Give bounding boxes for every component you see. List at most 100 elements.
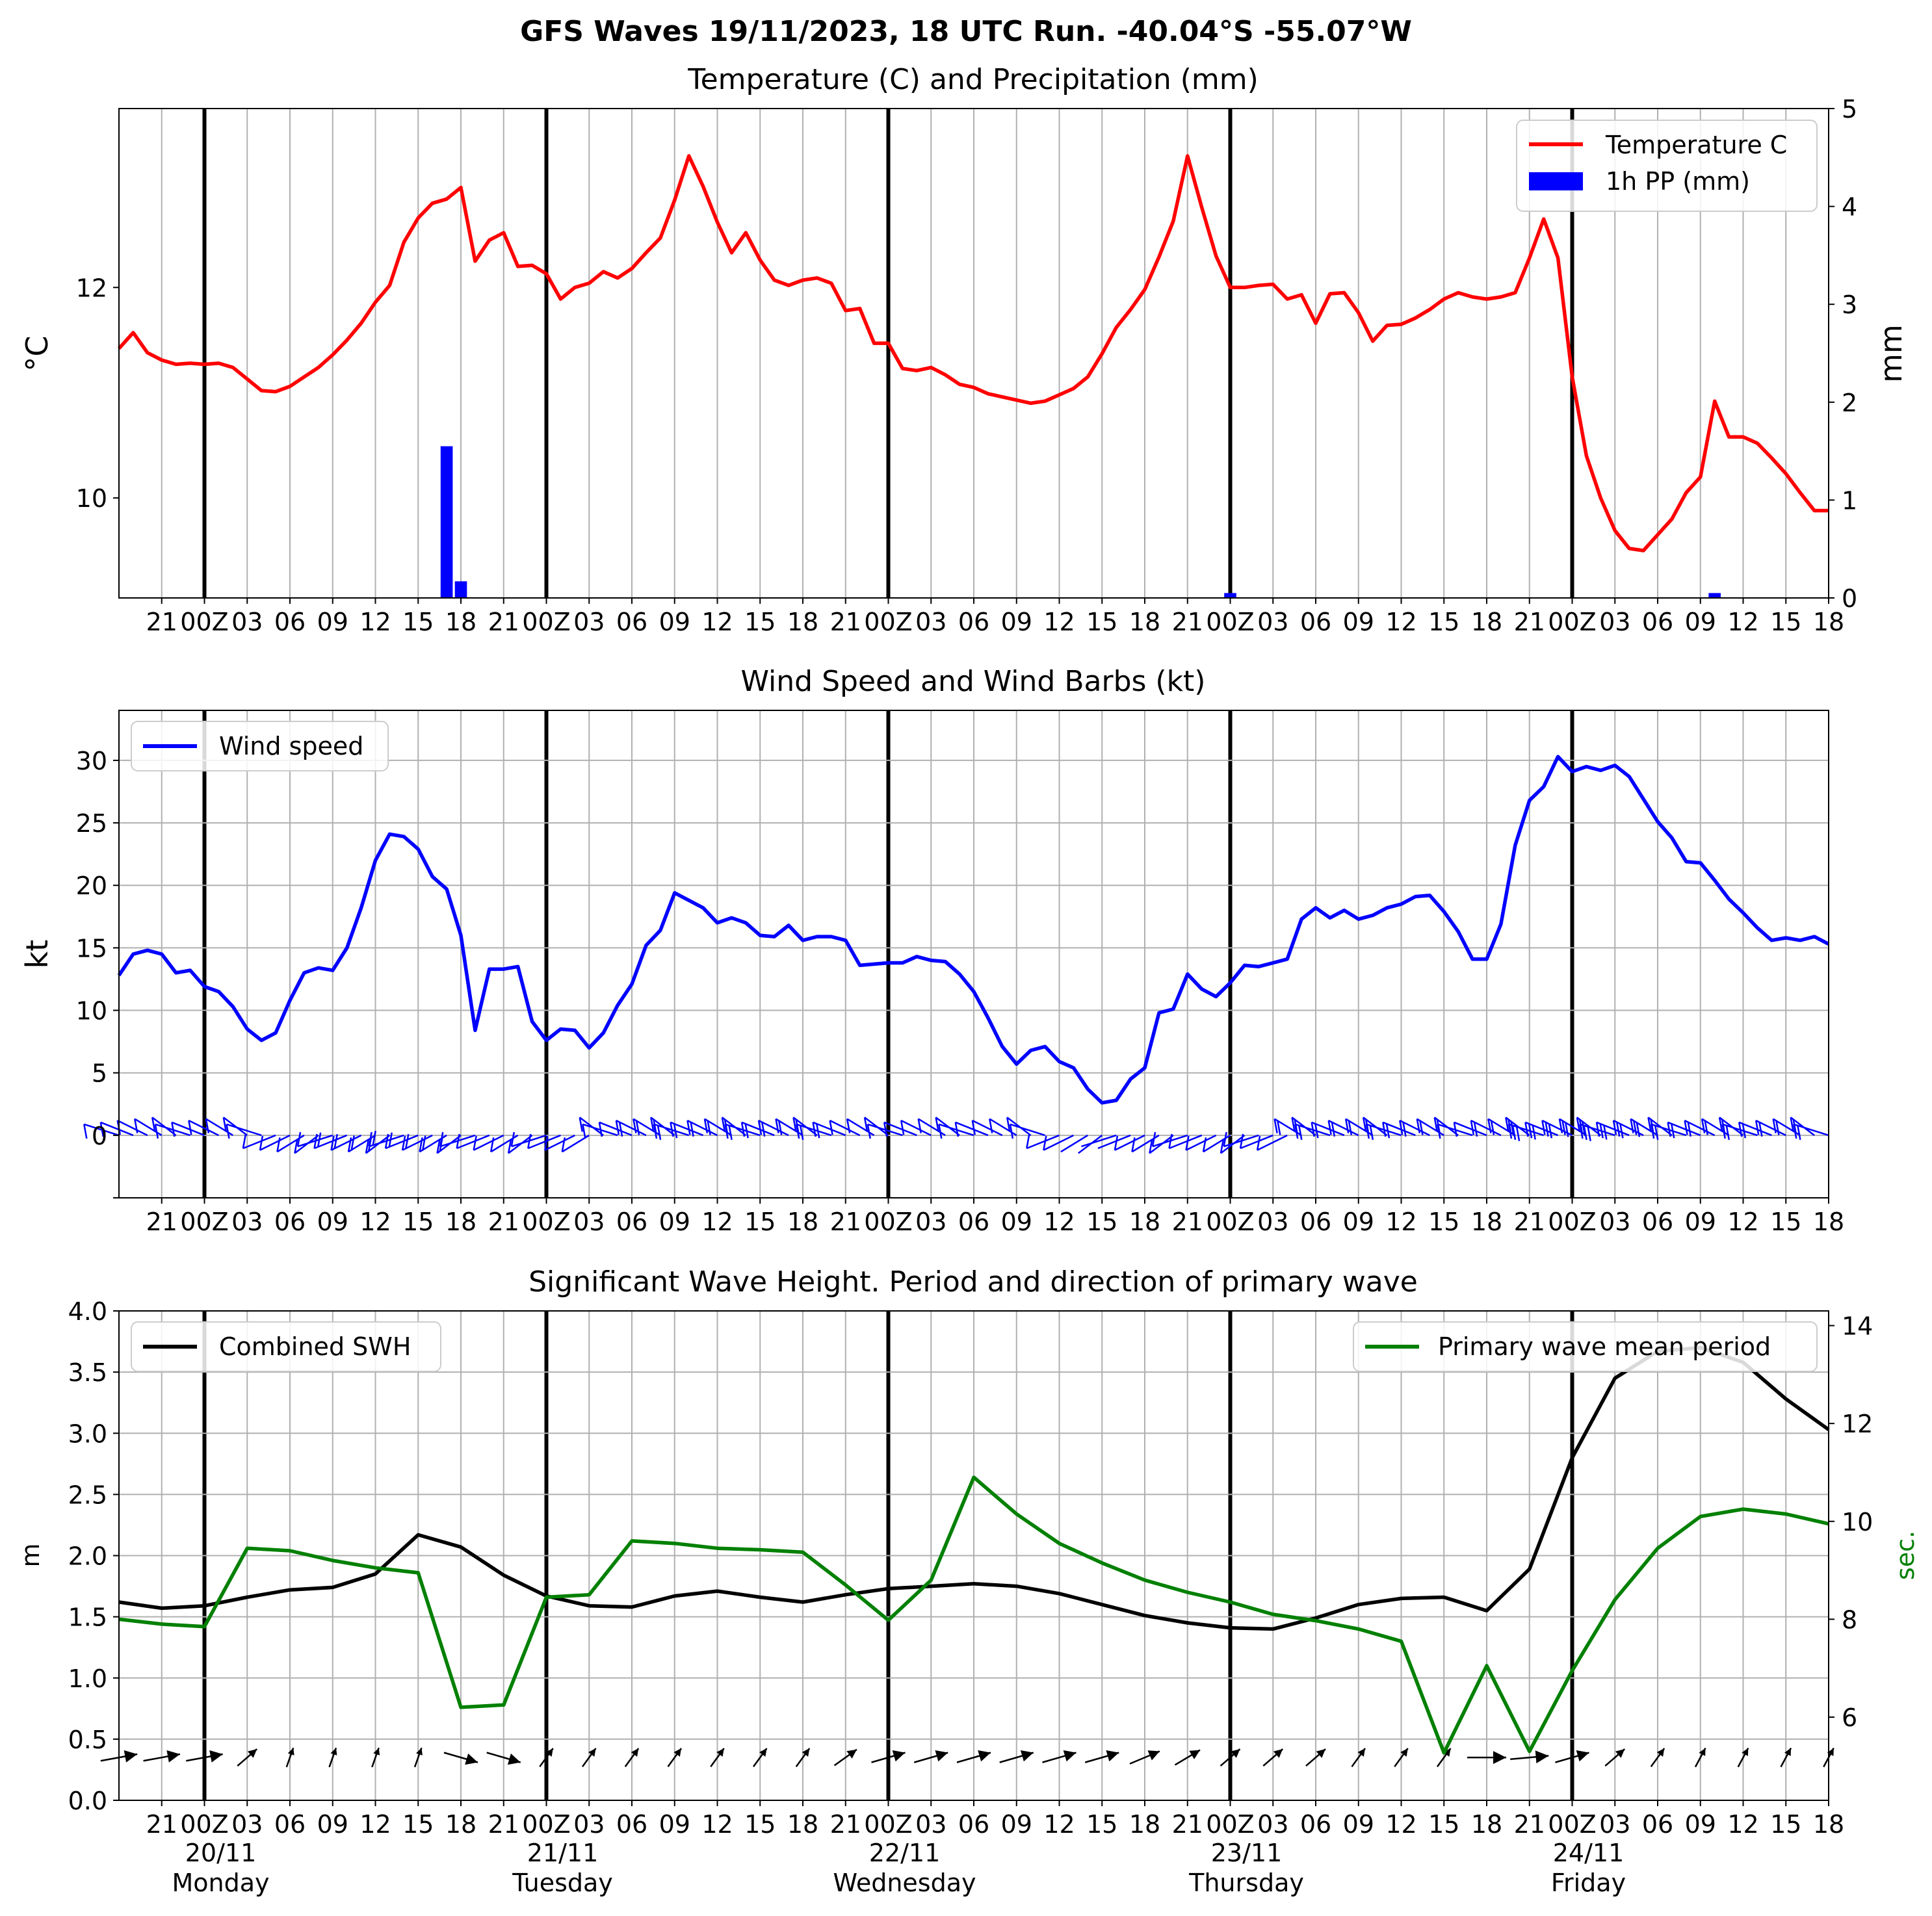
x-tick-label: 00Z [864, 1810, 912, 1839]
wind-barb-feather [900, 1120, 905, 1135]
wind-barb-feather [686, 1120, 691, 1135]
wind-barb-feather [1576, 1117, 1581, 1132]
wind-barb-feather [1619, 1123, 1624, 1139]
x-tick-label: 12 [1385, 608, 1416, 636]
wind-barb-feather [1223, 1132, 1227, 1147]
x-tick-label: 18 [1813, 1810, 1844, 1839]
wind-barb-feather [598, 1122, 603, 1137]
wind-barb-feather [650, 1117, 655, 1132]
wind-barb-feather [1009, 1124, 1014, 1139]
wind-barb-feather [795, 1124, 800, 1139]
x-tick-label: 21 [1514, 1810, 1545, 1839]
wind-barb-feather [1511, 1125, 1517, 1140]
wave-arrow-head [1699, 1748, 1706, 1756]
wind-barb [1311, 1121, 1345, 1137]
wind-barb [1328, 1119, 1359, 1136]
x-tick-label: 18 [445, 608, 476, 636]
x-tick-label: 03 [915, 1810, 946, 1839]
x-tick-label: 09 [659, 1810, 690, 1839]
x-tick-label: 18 [1813, 608, 1844, 636]
x-tick-label: 18 [1813, 1208, 1844, 1236]
wave-arrow-head [1357, 1748, 1366, 1757]
wind-barb-feather [333, 1133, 338, 1149]
y-tick-label-right: 4 [1842, 193, 1857, 222]
wind-barb-feather [1385, 1123, 1390, 1139]
wave-arrow-head [1493, 1751, 1506, 1765]
wind-barb [1667, 1121, 1701, 1137]
wind-barb-feather [1185, 1135, 1190, 1150]
wind-barb-feather [1684, 1120, 1688, 1135]
wind-barb-feather [633, 1119, 637, 1133]
wind-barb-feather [1599, 1123, 1604, 1139]
wind-barb-feather [1793, 1124, 1797, 1139]
wind-barb [972, 1119, 1003, 1136]
wind-barb [758, 1119, 789, 1136]
y-tick-label-right: 5 [1842, 95, 1857, 123]
x-tick-label: 12 [701, 608, 733, 636]
temperature-axes: 21 00Z 03 06 09 12 15 18 21 00Z 03 06 09 12 15 18 21 00Z 0… [76, 95, 1858, 636]
wind-barb-feather [347, 1137, 352, 1152]
temperature-lines [117, 154, 1829, 552]
wind-barb-feather [1331, 1122, 1336, 1137]
y-tick-label-right: 10 [1842, 1508, 1873, 1536]
wave-arrow-head [1063, 1750, 1077, 1762]
wave-arrow-head [892, 1750, 906, 1762]
day-name-label: Tuesday [512, 1869, 613, 1897]
wind-barb [100, 1121, 134, 1137]
waves-ylabel: m [16, 1543, 45, 1567]
x-tick-label: 06 [1642, 608, 1673, 636]
swh-legend: Combined SWH [131, 1321, 441, 1372]
wind-barb-feather [83, 1124, 88, 1139]
wind-barb-feather [1026, 1133, 1030, 1149]
x-tick-label: 00Z [1206, 608, 1254, 636]
y-tick-label: 2.0 [68, 1542, 107, 1571]
wave-arrow-head [1189, 1750, 1201, 1759]
wave-arrow-head [1020, 1750, 1034, 1762]
x-tick-label: 21 [146, 1810, 177, 1839]
wind-barb-feather [1437, 1124, 1441, 1139]
wind-barb-feather [1667, 1122, 1671, 1137]
x-tick-label: 18 [1471, 1208, 1502, 1236]
wind-barb-feather [205, 1119, 210, 1133]
x-tick-label: 06 [616, 608, 647, 636]
x-tick-label: 18 [445, 1810, 476, 1839]
wave-arrow-head [631, 1748, 639, 1757]
day-date-label: 22/11 [869, 1839, 941, 1867]
wind-barbs [83, 1117, 1829, 1154]
x-tick-label: 15 [744, 608, 776, 636]
wave-arrow-head [673, 1748, 682, 1757]
wind-barb-feather [1168, 1133, 1173, 1149]
day-date-label: 23/11 [1211, 1839, 1283, 1867]
precip-bar [440, 446, 453, 598]
wave-arrow-head [465, 1753, 478, 1765]
wind-barb-feather [1490, 1120, 1495, 1135]
wind-grid [119, 710, 1829, 1198]
wave-arrow-head [416, 1748, 423, 1755]
period-line [118, 1475, 1829, 1755]
x-tick-label: 15 [1770, 608, 1801, 636]
wave-arrow-head [373, 1748, 380, 1755]
wind-barb-feather [1630, 1119, 1634, 1133]
wind-barb-feather [799, 1125, 804, 1140]
wind-barb-feather [673, 1123, 678, 1139]
legend-wind-label: Wind speed [219, 732, 363, 760]
x-tick-label: 03 [231, 1208, 263, 1236]
wind-barb [1060, 1134, 1088, 1153]
wind-barb [1043, 1134, 1074, 1151]
x-tick-label: 12 [701, 1810, 733, 1839]
wind-barb-feather [1416, 1119, 1420, 1133]
wind-barb [1382, 1121, 1416, 1137]
wave-arrow-head [1316, 1749, 1325, 1758]
x-tick-label: 18 [787, 608, 818, 636]
wind-barb-feather [1314, 1123, 1319, 1139]
wind-barb [686, 1119, 718, 1136]
wind-barb-feather [1687, 1122, 1692, 1137]
wind-barb-feather [510, 1132, 516, 1147]
wind-barb-feather [1725, 1125, 1730, 1140]
wind-barb-feather [1487, 1119, 1492, 1133]
wind-barb-feather [1758, 1122, 1763, 1137]
wave-arrow-head [935, 1750, 948, 1762]
wind-barb [1596, 1121, 1630, 1137]
x-tick-label: 03 [1599, 1810, 1630, 1839]
wind-barb-feather [1365, 1124, 1370, 1139]
